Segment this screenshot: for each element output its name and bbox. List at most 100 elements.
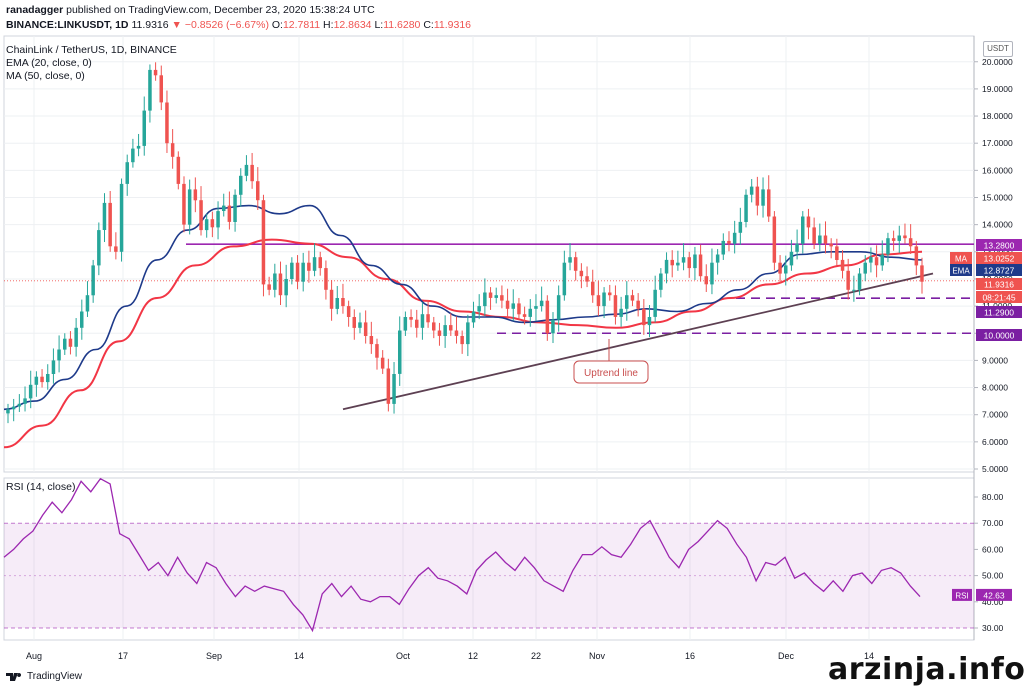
rsi-line	[3, 477, 921, 633]
candle-body	[579, 270, 584, 277]
down-arrow-icon: ▼	[171, 19, 182, 31]
candle-body	[420, 314, 425, 328]
price-tag-bg	[976, 264, 1022, 276]
tradingview-logo[interactable]: TradingView	[6, 671, 82, 682]
price-tag-value: 11.9316	[984, 280, 1014, 290]
candle-body	[233, 194, 237, 222]
y-tick-label: 5.0000	[982, 464, 1008, 474]
candle-body	[761, 189, 765, 206]
candle-body	[369, 336, 374, 345]
candle-body	[261, 200, 266, 285]
candle-body	[840, 259, 845, 271]
price-tag-label: MA	[955, 255, 968, 264]
candle-body	[710, 262, 714, 285]
candle-body	[341, 298, 345, 307]
uptrend-line	[342, 272, 934, 411]
open-value: 12.7811	[282, 19, 321, 31]
price-tag-bg	[976, 278, 1022, 290]
candle-body	[244, 164, 249, 176]
price-tag-label-bg	[950, 264, 972, 276]
candle-body	[778, 262, 782, 274]
candle-body	[40, 376, 44, 383]
price-tag-value: 11.2900	[984, 308, 1014, 318]
candle-body	[80, 311, 84, 328]
candle-body	[250, 164, 254, 182]
candle-body	[454, 330, 459, 336]
candle-body	[767, 189, 771, 217]
candle-body	[897, 235, 901, 241]
candle-body	[795, 243, 799, 252]
candle-body	[398, 330, 402, 374]
ohlc-line: BINANCE:LINKUSDT, 1D 11.9316 ▼ −0.8526 (…	[6, 19, 472, 31]
price-tag-value: 10.0000	[984, 331, 1015, 341]
candle-body	[721, 240, 725, 255]
candle-body	[449, 325, 453, 331]
ema-legend[interactable]: EMA (20, close, 0)	[6, 57, 92, 69]
candle-body	[301, 262, 305, 282]
candle-body	[647, 317, 652, 326]
candle-body	[119, 183, 124, 252]
rsi-y-tick-label: 30.00	[982, 623, 1004, 633]
annotation-text: Uptrend line	[584, 368, 638, 379]
candle-body	[415, 319, 419, 328]
candle-body	[863, 262, 867, 274]
ema20-line	[3, 204, 923, 411]
candle-body	[522, 314, 527, 317]
candle-body	[392, 374, 396, 404]
high-value: 12.8634	[333, 19, 372, 31]
author-name[interactable]: ranadagger	[6, 4, 64, 16]
candle-body	[170, 143, 175, 157]
candle-body	[551, 319, 555, 334]
price-tag-label-bg	[950, 252, 972, 264]
candle-body	[556, 295, 561, 320]
candle-body	[329, 289, 334, 309]
candle-body	[676, 262, 680, 266]
symbol: BINANCE:LINKUSDT, 1D	[6, 19, 129, 31]
candle-body	[239, 175, 243, 195]
candle-body	[312, 257, 317, 271]
price-tag-value: 13.2800	[984, 241, 1015, 251]
candle-body	[568, 257, 572, 263]
rsi-tag-bg	[976, 588, 1012, 601]
candle-body	[846, 270, 850, 290]
x-tick-label: 14	[864, 651, 874, 661]
candle-body	[159, 75, 163, 103]
candle-body	[670, 259, 674, 266]
candle-body	[625, 295, 629, 309]
candle-body	[17, 403, 22, 407]
y-tick-label: 7.0000	[982, 410, 1008, 420]
candle-body	[511, 303, 515, 309]
candle-body	[602, 292, 606, 307]
currency-button[interactable]: USDT	[983, 41, 1013, 57]
close-value: 11.9316	[433, 19, 472, 31]
candle-body	[63, 338, 67, 350]
candle-body	[102, 202, 107, 230]
candle-body	[204, 219, 209, 231]
candle-body	[500, 295, 504, 301]
candle-body	[68, 338, 73, 347]
x-tick-label: Dec	[778, 651, 795, 661]
rsi-legend[interactable]: RSI (14, close)	[6, 481, 76, 493]
y-tick-label: 16.0000	[982, 165, 1013, 175]
candle-body	[806, 216, 811, 228]
ma-legend[interactable]: MA (50, close, 0)	[6, 70, 85, 82]
candle-body	[386, 368, 391, 404]
publish-date: published on TradingView.com, December 2…	[66, 4, 375, 16]
x-tick-label: 12	[468, 651, 478, 661]
candle-body	[74, 327, 78, 347]
candle-body	[403, 317, 408, 331]
candle-body	[222, 205, 226, 211]
candle-body	[903, 235, 907, 239]
rsi-band	[4, 523, 974, 628]
rsi-y-tick-label: 40.00	[982, 597, 1004, 607]
candle-body	[142, 110, 146, 146]
candle-body	[136, 145, 141, 149]
y-tick-label: 19.0000	[982, 84, 1013, 94]
candle-body	[375, 344, 379, 358]
candle-body	[687, 257, 691, 269]
candle-body	[494, 295, 498, 298]
candle-body	[11, 406, 16, 410]
candle-body	[28, 384, 33, 399]
candle-body	[704, 276, 708, 285]
